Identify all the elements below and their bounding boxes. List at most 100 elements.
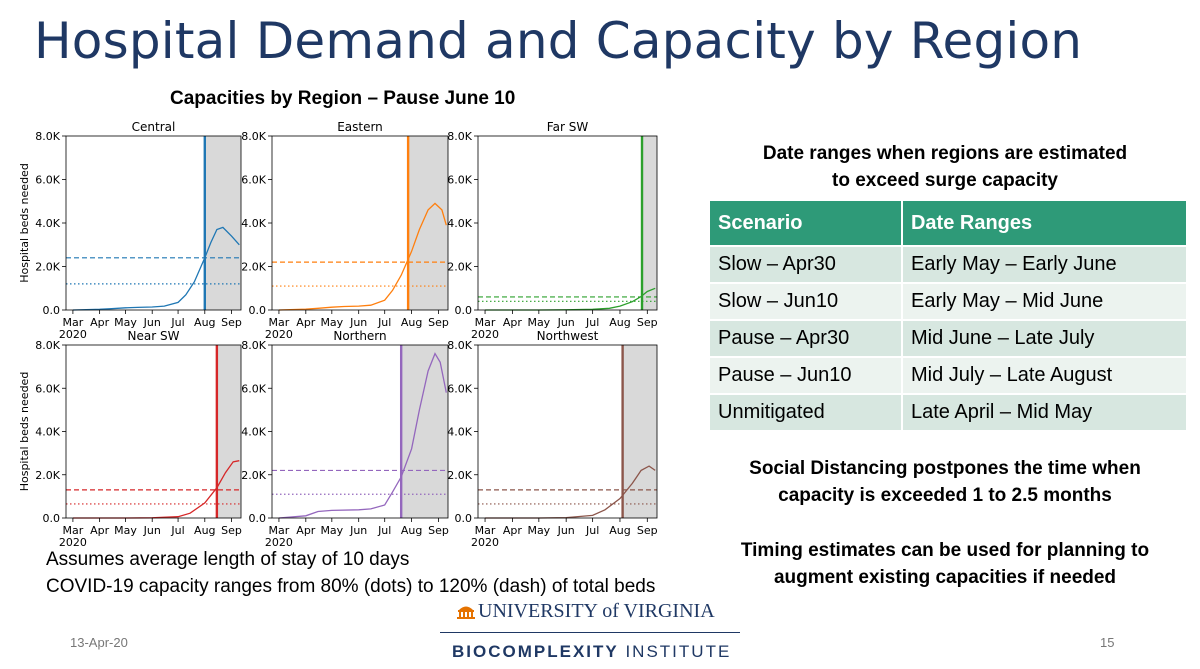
date-range-cell: Mid July – Late August <box>900 356 1189 395</box>
demand-line <box>278 202 447 311</box>
x-tick-year-label: 2020 <box>59 328 87 341</box>
table-row: Unmitigated Late April – Mid May <box>708 393 1189 432</box>
x-tick-year-label: 2020 <box>471 536 499 549</box>
table-heading-line2: to exceed surge capacity <box>832 170 1058 191</box>
y-tick-label: 8.0K <box>447 130 472 143</box>
institute-name: BIOCOMPLEXITY INSTITUTE <box>452 642 731 662</box>
x-tick-year-label: 2020 <box>471 328 499 341</box>
y-tick-label: 2.0K <box>35 469 60 482</box>
scenario-cell: Pause – Apr30 <box>708 319 903 358</box>
demand-line <box>72 226 240 311</box>
shaded-region <box>622 345 657 518</box>
subplot-title: Far SW <box>547 120 589 134</box>
slide-title: Hospital Demand and Capacity by Region <box>34 12 1083 70</box>
table-row: Slow – Jun10 Early May – Mid June <box>708 282 1189 321</box>
x-tick-label: Mar <box>475 316 496 329</box>
scenario-table: Scenario Date Ranges Slow – Apr30 Early … <box>708 199 1189 432</box>
y-tick-label: 0.0 <box>249 304 267 317</box>
y-tick-label: 0.0 <box>249 512 267 525</box>
x-tick-label: May <box>114 316 137 329</box>
col-header-scenario: Scenario <box>708 199 903 247</box>
x-tick-label: Sep <box>221 316 242 329</box>
y-tick-label: 2.0K <box>35 261 60 274</box>
shaded-region <box>642 136 657 310</box>
x-tick-label: Sep <box>221 524 242 537</box>
x-tick-label: Sep <box>428 524 449 537</box>
statement-planning-line1: Timing estimates can be used for plannin… <box>740 540 1150 561</box>
x-tick-label: May <box>527 524 550 537</box>
plot-frame <box>477 135 658 311</box>
scenario-cell: Unmitigated <box>708 393 903 432</box>
y-tick-label: 0.0 <box>43 512 61 525</box>
x-tick-label: Aug <box>401 316 422 329</box>
x-tick-label: Aug <box>609 524 630 537</box>
x-tick-label: Jul <box>170 316 184 329</box>
y-tick-label: 2.0K <box>241 469 266 482</box>
shaded-region <box>216 345 241 518</box>
shaded-region <box>204 136 241 310</box>
y-tick-label: 6.0K <box>447 174 472 187</box>
y-tick-label: 4.0K <box>447 426 472 439</box>
x-tick-year-label: 2020 <box>265 328 293 341</box>
note-capacity-range: COVID-19 capacity ranges from 80% (dots)… <box>46 576 656 597</box>
y-tick-label: 0.0 <box>455 304 473 317</box>
x-tick-label: Aug <box>401 524 422 537</box>
statement-planning-line2: augment existing capacities if needed <box>773 567 1117 588</box>
x-tick-label: Apr <box>90 524 110 537</box>
x-tick-label: Aug <box>194 316 215 329</box>
y-tick-label: 4.0K <box>35 426 60 439</box>
x-tick-label: Sep <box>637 316 658 329</box>
x-tick-label: Apr <box>503 524 523 537</box>
scenario-cell: Slow – Apr30 <box>708 245 903 284</box>
demand-line <box>485 287 656 311</box>
x-tick-label: Jul <box>377 524 391 537</box>
x-tick-label: Mar <box>269 524 290 537</box>
x-tick-label: Jun <box>349 316 367 329</box>
x-tick-label: Mar <box>269 316 290 329</box>
statement-postpone-line2: capacity is exceeded 1 to 2.5 months <box>778 485 1112 506</box>
x-tick-year-label: 2020 <box>265 536 293 549</box>
y-tick-label: 2.0K <box>447 261 472 274</box>
y-tick-label: 8.0K <box>35 130 60 143</box>
university-name: UNIVERSITY of VIRGINIA <box>478 600 715 622</box>
x-tick-label: Aug <box>609 316 630 329</box>
subplot-title: Northwest <box>537 329 599 343</box>
y-axis-label: Hospital beds needed <box>18 372 31 492</box>
institute-bold: BIOCOMPLEXITY <box>452 642 619 661</box>
x-tick-label: Jun <box>557 316 575 329</box>
footer-divider <box>440 632 740 633</box>
y-tick-label: 2.0K <box>241 261 266 274</box>
x-tick-label: Mar <box>63 524 84 537</box>
y-tick-label: 6.0K <box>241 382 266 395</box>
date-range-cell: Mid June – Late July <box>900 319 1189 358</box>
note-length-of-stay: Assumes average length of stay of 10 day… <box>46 549 410 570</box>
x-tick-label: Mar <box>475 524 496 537</box>
x-tick-label: May <box>320 524 343 537</box>
y-tick-label: 4.0K <box>35 217 60 230</box>
x-tick-label: Jun <box>143 316 161 329</box>
x-tick-label: Sep <box>637 524 658 537</box>
y-tick-label: 8.0K <box>241 130 266 143</box>
plot-frame <box>65 344 242 519</box>
x-tick-label: May <box>527 316 550 329</box>
y-tick-label: 8.0K <box>241 339 266 352</box>
y-tick-label: 6.0K <box>241 174 266 187</box>
date-range-cell: Early May – Mid June <box>900 282 1189 321</box>
x-tick-label: May <box>114 524 137 537</box>
demand-line <box>278 352 447 519</box>
footer-date: 13-Apr-20 <box>70 635 128 650</box>
subplot-title: Near SW <box>128 329 180 343</box>
col-header-date-ranges: Date Ranges <box>900 199 1189 247</box>
table-row: Pause – Apr30 Mid June – Late July <box>708 319 1189 358</box>
date-range-cell: Early May – Early June <box>900 245 1189 284</box>
y-tick-label: 6.0K <box>35 382 60 395</box>
y-tick-label: 4.0K <box>241 426 266 439</box>
figure-title: Capacities by Region – Pause June 10 <box>170 88 516 109</box>
x-tick-label: Apr <box>296 316 316 329</box>
y-tick-label: 8.0K <box>35 339 60 352</box>
x-tick-label: Apr <box>90 316 110 329</box>
x-tick-label: Jul <box>585 316 599 329</box>
x-tick-label: Jun <box>143 524 161 537</box>
scenario-cell: Pause – Jun10 <box>708 356 903 395</box>
